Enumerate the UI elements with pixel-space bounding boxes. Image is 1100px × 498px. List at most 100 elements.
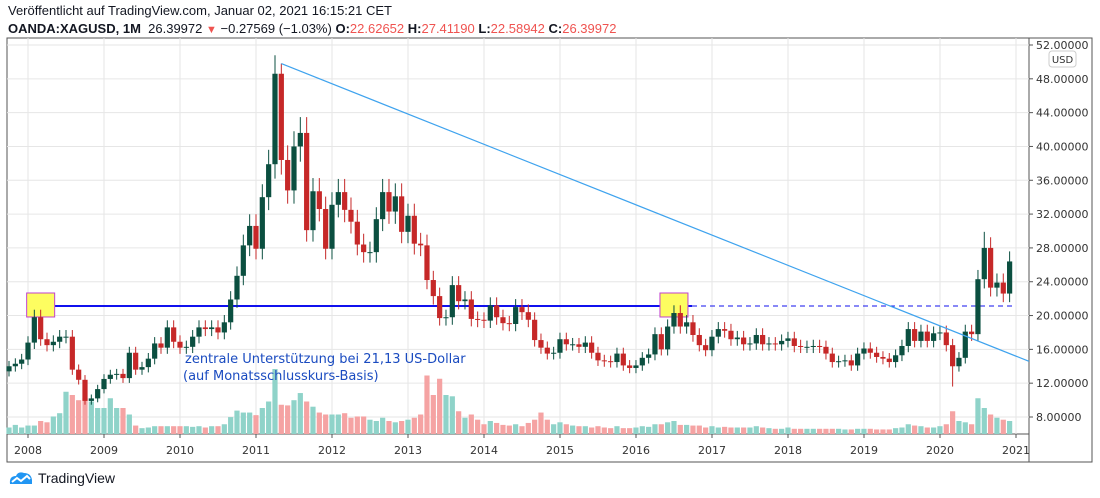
volume-bar bbox=[937, 426, 943, 434]
volume-bar bbox=[114, 408, 120, 434]
x-tick-label: 2014 bbox=[470, 444, 498, 457]
volume-bar bbox=[456, 411, 462, 434]
symbol-label[interactable]: OANDA:XAGUSD, 1M bbox=[8, 21, 141, 36]
candle-body bbox=[240, 245, 246, 276]
candle bbox=[956, 352, 962, 372]
volume-bar bbox=[557, 422, 563, 434]
x-tick-label: 2008 bbox=[14, 444, 42, 457]
y-tick-label: 52.00000 bbox=[1036, 39, 1089, 52]
candle-body bbox=[506, 323, 512, 325]
candle-body bbox=[715, 329, 721, 337]
candle bbox=[411, 203, 417, 255]
candle bbox=[848, 354, 854, 371]
candle bbox=[196, 320, 202, 344]
volume-bar bbox=[703, 427, 709, 434]
candle bbox=[25, 336, 31, 366]
candle-body bbox=[76, 369, 82, 380]
volume-bar bbox=[177, 426, 183, 434]
volume-bar bbox=[50, 416, 56, 434]
volume-bar bbox=[886, 429, 892, 434]
volume-bar bbox=[449, 396, 455, 434]
volume-bar bbox=[266, 401, 272, 434]
candle-body bbox=[190, 336, 196, 347]
candle-body bbox=[753, 334, 759, 344]
candle-body bbox=[563, 339, 569, 345]
candle bbox=[589, 336, 595, 359]
volume-bar bbox=[19, 427, 25, 434]
volume-bar bbox=[905, 424, 911, 434]
volume-bar bbox=[861, 428, 867, 434]
candle-body bbox=[57, 336, 63, 342]
x-tick-label: 2016 bbox=[622, 444, 650, 457]
candle-body bbox=[988, 247, 994, 288]
candle-body bbox=[50, 341, 56, 346]
published-info: Veröffentlicht auf TradingView.com, Janu… bbox=[8, 3, 392, 18]
volume-bar bbox=[107, 398, 113, 434]
volume-bar bbox=[551, 424, 557, 434]
candle bbox=[557, 332, 563, 359]
volume-bar bbox=[323, 414, 329, 434]
volume-bar bbox=[487, 421, 493, 434]
candle bbox=[652, 327, 658, 361]
candle-body bbox=[126, 352, 132, 379]
candle-body bbox=[994, 282, 1000, 288]
candle-body bbox=[44, 339, 50, 346]
volume-bar bbox=[361, 416, 367, 434]
candle bbox=[139, 361, 145, 375]
candle bbox=[101, 374, 107, 394]
down-arrow-icon: ▼ bbox=[206, 24, 217, 36]
candle bbox=[76, 364, 82, 385]
volume-bar bbox=[139, 428, 145, 434]
y-tick-label: 24.00000 bbox=[1036, 276, 1089, 289]
close-label: C: bbox=[548, 21, 563, 36]
volume-bar bbox=[899, 427, 905, 434]
candle-body bbox=[538, 340, 544, 348]
candle bbox=[259, 184, 265, 260]
candle-body bbox=[785, 338, 791, 341]
candle-body bbox=[145, 358, 151, 368]
candle bbox=[272, 55, 278, 179]
volume-bar bbox=[627, 428, 633, 434]
volume-bar bbox=[943, 424, 949, 434]
price-chart[interactable]: 52.00000 48.00000 44.00000 40.00000 36.00000… bbox=[0, 0, 1100, 470]
candle bbox=[937, 325, 943, 341]
candle bbox=[500, 309, 506, 331]
volume-bar bbox=[741, 427, 747, 434]
candle-body bbox=[747, 343, 753, 345]
volume-bar bbox=[690, 425, 696, 434]
candle-body bbox=[209, 327, 215, 330]
candle-body bbox=[107, 374, 113, 379]
candle bbox=[304, 117, 310, 242]
candle-body bbox=[772, 343, 778, 345]
candle-body bbox=[646, 354, 652, 358]
candle-body bbox=[462, 299, 468, 302]
candle bbox=[785, 331, 791, 348]
candle-body bbox=[19, 359, 25, 364]
candle-body bbox=[202, 327, 208, 330]
candle bbox=[234, 266, 240, 308]
candle-body bbox=[361, 244, 367, 253]
candle bbox=[988, 237, 994, 297]
volume-bar bbox=[867, 428, 873, 434]
currency-badge: USD bbox=[1048, 50, 1077, 68]
volume-bar bbox=[975, 398, 981, 434]
volume-bar bbox=[25, 425, 31, 434]
candle-body bbox=[975, 279, 981, 335]
candle-body bbox=[810, 345, 816, 347]
candle bbox=[722, 322, 728, 338]
open-value: 22.62652 bbox=[349, 21, 405, 36]
volume-bar bbox=[874, 429, 880, 434]
volume-bar bbox=[652, 424, 658, 434]
candle bbox=[842, 354, 848, 367]
candle-body bbox=[829, 353, 835, 363]
volume-bar bbox=[158, 426, 164, 434]
candle-body bbox=[468, 299, 474, 319]
volume-bar bbox=[101, 408, 107, 434]
candle-body bbox=[380, 192, 386, 220]
candle bbox=[829, 347, 835, 368]
candle-body bbox=[589, 342, 595, 353]
volume-bar bbox=[411, 417, 417, 434]
volume-bar bbox=[684, 424, 690, 434]
y-tick-label: 8.00000 bbox=[1036, 411, 1082, 424]
candle bbox=[709, 330, 715, 357]
